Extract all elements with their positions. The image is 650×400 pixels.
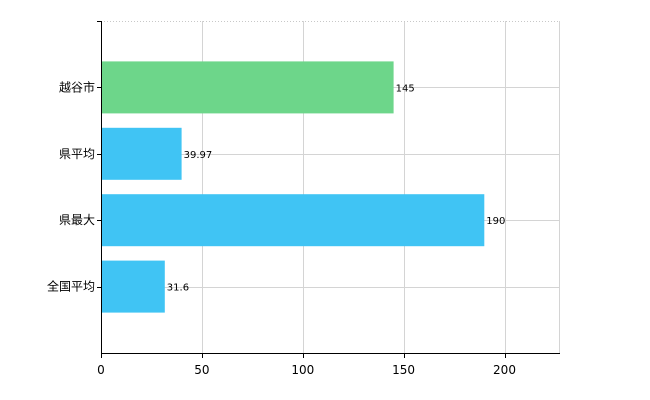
x-tick-label: 50: [194, 363, 209, 377]
category-label: 県平均: [59, 147, 95, 161]
data-labels-group: 145 39.97 190 31.6: [167, 83, 506, 293]
category-label: 全国平均: [47, 279, 95, 294]
category-label: 越谷市: [59, 79, 95, 94]
x-tick-label: 200: [493, 363, 516, 377]
bar: [101, 61, 394, 114]
data-label: 31.6: [167, 283, 189, 294]
x-tick-label: 150: [392, 363, 415, 377]
axes-group: [97, 21, 560, 358]
data-label: 39.97: [184, 150, 213, 161]
data-label: 145: [396, 83, 415, 94]
bar: [101, 127, 182, 180]
data-label: 190: [486, 216, 505, 227]
bar: [101, 260, 165, 313]
x-tick-labels-group: 0 50 100 150 200: [97, 363, 516, 377]
x-tick-label: 0: [97, 363, 105, 377]
bars-group: [101, 61, 485, 313]
x-tick-label: 100: [291, 363, 314, 377]
bar: [101, 194, 485, 247]
category-label: 県最大: [59, 213, 95, 227]
